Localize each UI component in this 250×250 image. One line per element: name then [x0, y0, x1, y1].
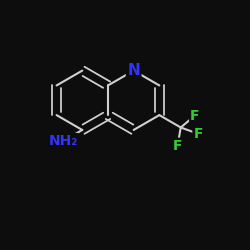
Text: F: F — [194, 127, 203, 141]
Text: F: F — [190, 108, 200, 122]
Text: NH₂: NH₂ — [48, 134, 78, 148]
Text: N: N — [127, 63, 140, 78]
Text: F: F — [173, 139, 182, 153]
